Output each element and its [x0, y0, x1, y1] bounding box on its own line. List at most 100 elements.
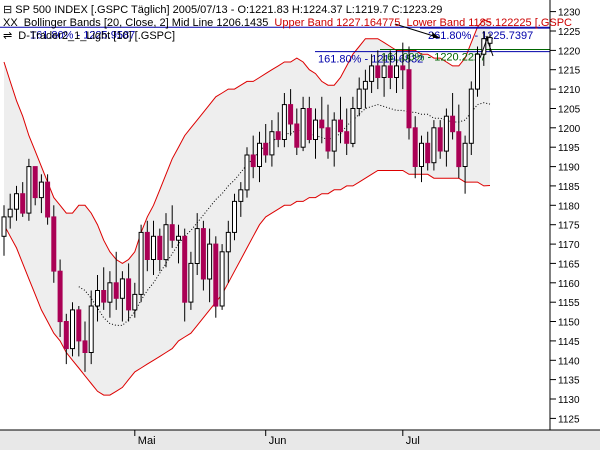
candle: [188, 251, 194, 310]
x-axis: Mai Jun Jul: [134, 430, 420, 447]
indicator-label: D-Trader2_1_Light [10] [.GSPC]: [18, 30, 175, 42]
y-tick-label: 1155: [558, 298, 580, 309]
annotation-arrows: [394, 23, 494, 59]
candle-body-up: [269, 131, 275, 156]
candle-body-down: [250, 154, 256, 168]
candle: [468, 81, 474, 155]
candle-body-up: [119, 278, 125, 299]
candle-body-up: [219, 251, 225, 307]
candle: [51, 205, 57, 283]
candle-body-up: [26, 166, 32, 214]
candle: [219, 244, 225, 310]
candle-body-down: [200, 228, 206, 280]
candle: [194, 213, 200, 275]
candle-body-up: [356, 88, 362, 109]
candle: [20, 182, 26, 217]
lower-band-line: [3, 170, 491, 396]
y-tick-label: 1220: [558, 46, 581, 57]
y-tick-label: 1230: [558, 8, 581, 19]
fib-level-label: 261.80% - 1225.7397: [428, 30, 533, 42]
candle-body-up: [70, 309, 75, 350]
candle: [232, 193, 237, 241]
candle: [45, 174, 51, 225]
candle: [169, 205, 175, 248]
candle: [14, 185, 19, 221]
candle: [213, 236, 219, 318]
candle-body-down: [157, 235, 163, 261]
bollinger-prefix-label: XX: [3, 17, 18, 29]
y-tick-label: 1160: [558, 279, 580, 290]
candle-body-up: [7, 208, 13, 218]
candle-body-up: [232, 200, 237, 233]
candle: [450, 93, 456, 140]
arrow-line: [479, 35, 489, 59]
candle-body-up: [14, 193, 19, 210]
candle: [70, 302, 75, 357]
candle-body-down: [169, 224, 175, 241]
candle-body-down: [288, 104, 294, 125]
y-tick-label: 1225: [558, 27, 581, 38]
candle: [462, 135, 468, 194]
candle-body-down: [144, 231, 150, 260]
candle: [425, 131, 431, 171]
candle-body-down: [406, 69, 412, 129]
candle-body-up: [257, 142, 262, 168]
candle: [88, 290, 94, 365]
bollinger-lower-label: Lower Band 1185.122225 [.GSPC: [406, 17, 572, 29]
y-tick-label: 1205: [558, 105, 581, 116]
candle-body-up: [207, 243, 213, 280]
candle-body-up: [225, 231, 231, 253]
candle-body-up: [38, 181, 44, 199]
candle-body-down: [76, 309, 82, 342]
y-tick-label: 1215: [558, 66, 581, 77]
header-line-indicator: ⇌ D-Trader2_1_Light [10] [.GSPC]: [3, 30, 175, 42]
candle-body-up: [331, 119, 337, 152]
candle-body-up: [431, 127, 437, 164]
x-tick-label: Mai: [138, 435, 156, 447]
candle: [406, 46, 412, 140]
candle-body-up: [381, 65, 387, 79]
candle: [350, 96, 356, 148]
candle: [76, 306, 82, 357]
candle-body-down: [437, 127, 443, 152]
candle-body-up: [163, 224, 169, 261]
candle-body-up: [132, 293, 138, 311]
candle-body-up: [151, 235, 156, 261]
y-tick-label: 1150: [558, 318, 580, 329]
y-tick-label: 1175: [558, 221, 580, 232]
candle-body-down: [51, 216, 57, 272]
candle-body-down: [294, 123, 300, 148]
candle-body-up: [244, 154, 250, 191]
candle-body-down: [20, 193, 26, 214]
x-axis-area: [0, 430, 600, 450]
candle: [7, 193, 13, 229]
candle: [281, 93, 287, 148]
candle: [288, 89, 294, 136]
candle: [113, 251, 119, 310]
candle: [375, 50, 381, 90]
y-tick-label: 1185: [558, 182, 580, 193]
candle-body-up: [313, 119, 318, 140]
candle-body-down: [412, 127, 418, 168]
candle: [1, 205, 7, 256]
candle: [306, 96, 312, 144]
y-tick-label: 1210: [558, 85, 581, 96]
candle-body-down: [344, 131, 350, 144]
candle: [63, 313, 69, 365]
bollinger-band-fill: [4, 19, 490, 396]
arrow-line: [485, 35, 494, 57]
candle: [138, 224, 144, 303]
candle: [182, 228, 188, 322]
candle: [443, 108, 449, 167]
indicator-icon: ⇌: [3, 30, 12, 42]
collapse-icon[interactable]: ⊟: [3, 4, 15, 16]
candle: [294, 108, 300, 155]
candle: [82, 321, 88, 372]
candle: [157, 228, 163, 272]
candle: [176, 224, 181, 264]
candle: [200, 220, 206, 291]
header-line-bollinger: XX Bollinger Bands [20, Close, 2] Mid Li…: [3, 17, 572, 29]
arrow-head: [432, 32, 440, 38]
